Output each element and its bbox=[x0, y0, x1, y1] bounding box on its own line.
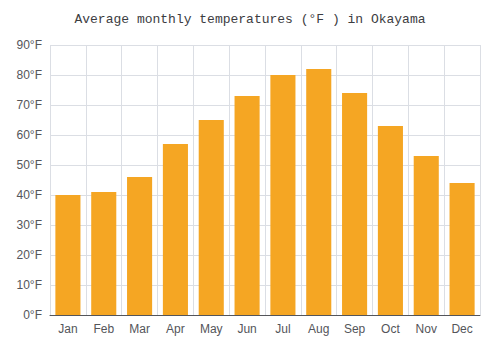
svg-text:Feb: Feb bbox=[93, 322, 114, 336]
svg-text:10°F: 10°F bbox=[17, 278, 42, 292]
svg-text:Jul: Jul bbox=[275, 322, 290, 336]
svg-text:Aug: Aug bbox=[308, 322, 329, 336]
svg-text:80°F: 80°F bbox=[17, 68, 42, 82]
svg-text:Oct: Oct bbox=[381, 322, 400, 336]
svg-text:0°F: 0°F bbox=[23, 308, 42, 322]
svg-text:Average monthly temperatures (: Average monthly temperatures (°F ) in Ok… bbox=[74, 12, 425, 27]
svg-text:Jun: Jun bbox=[237, 322, 256, 336]
svg-text:Jan: Jan bbox=[58, 322, 77, 336]
svg-text:Apr: Apr bbox=[166, 322, 185, 336]
svg-text:Nov: Nov bbox=[416, 322, 437, 336]
svg-text:20°F: 20°F bbox=[17, 248, 42, 262]
svg-text:70°F: 70°F bbox=[17, 98, 42, 112]
svg-text:30°F: 30°F bbox=[17, 218, 42, 232]
svg-text:50°F: 50°F bbox=[17, 158, 42, 172]
svg-text:90°F: 90°F bbox=[17, 38, 42, 52]
svg-text:May: May bbox=[200, 322, 223, 336]
svg-text:Sep: Sep bbox=[344, 322, 366, 336]
svg-text:40°F: 40°F bbox=[17, 188, 42, 202]
svg-text:60°F: 60°F bbox=[17, 128, 42, 142]
svg-text:Mar: Mar bbox=[129, 322, 150, 336]
svg-text:Dec: Dec bbox=[451, 322, 472, 336]
